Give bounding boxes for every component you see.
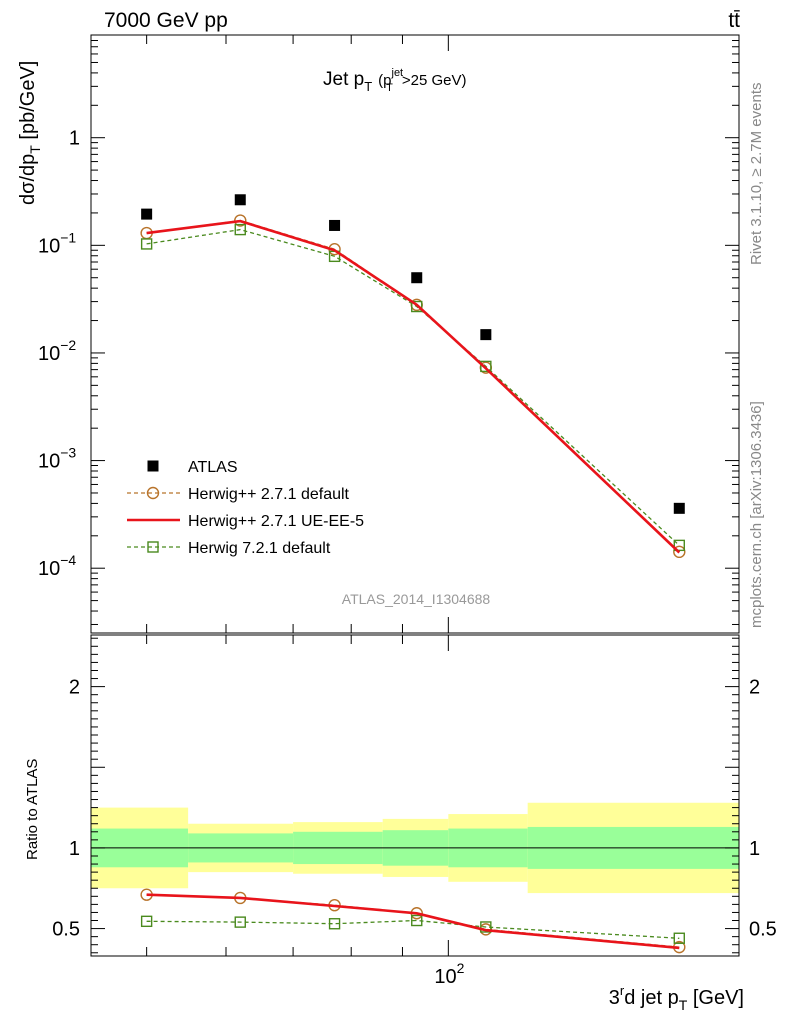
ratio-y-axis-label: Ratio to ATLAS — [24, 759, 41, 860]
legend-label-herwig-2-7-1-default: Herwig++ 2.7.1 default — [188, 486, 350, 503]
ratio-y-tick-label-right: 0.5 — [749, 919, 777, 941]
main-y-tick-label: 10−2 — [38, 337, 76, 365]
ratio-y-tick-label-left: 2 — [69, 677, 80, 699]
ratio-series-layer — [140, 888, 686, 954]
main-line-herwig-2-7-1-ue-ee-5 — [146, 219, 681, 554]
header-right-label: tt̄ — [728, 9, 740, 32]
main-point-herwig-2-7-1-default — [673, 545, 686, 559]
main-y-axis-label: dσ/dpT [pb/GeV] — [17, 61, 43, 205]
ratio-axis-ticks — [91, 635, 739, 956]
legend-marker-herwig-2-7-1-default — [146, 486, 160, 500]
analysis-watermark: ATLAS_2014_I1304688 — [342, 591, 491, 607]
ratio-point-herwig-7-2-1-default — [480, 921, 492, 933]
legend: ATLAS Herwig++ 2.7.1 default Herwig++ 2.7.… — [127, 459, 364, 557]
x-tick-labels: 102 — [434, 960, 464, 988]
ratio-y-tick-label-left: 0.5 — [52, 919, 80, 941]
main-point-herwig-7-2-1-default — [140, 238, 153, 250]
legend-label-atlas: ATLAS — [188, 459, 238, 476]
legend-marker-herwig-7-2-1-default — [147, 541, 159, 553]
x-axis-label: 3rd jet pT [GeV] — [609, 983, 744, 1013]
ratio-point-herwig-7-2-1-default — [673, 932, 685, 944]
x-tick-label: 102 — [434, 960, 464, 988]
legend-marker-atlas — [147, 460, 159, 472]
ratio-line-herwig-2-7-1-ue-ee-5 — [146, 893, 680, 950]
main-point-atlas — [673, 502, 685, 514]
main-point-atlas — [141, 208, 153, 220]
ratio-point-herwig-7-2-1-default — [328, 918, 341, 930]
mcplots-label: mcplots.cern.ch [arXiv:1306.3436] — [748, 401, 765, 628]
main-point-herwig-7-2-1-default — [480, 360, 492, 373]
ratio-y-tick-label-left: 1 — [69, 838, 80, 860]
main-point-atlas — [234, 194, 246, 206]
ratio-y-tick-label-right: 1 — [749, 838, 760, 860]
legend-label-herwig-7-2-1-default: Herwig 7.2.1 default — [188, 540, 331, 557]
main-plot-frame — [90, 34, 740, 634]
main-point-atlas — [480, 329, 492, 341]
main-point-herwig-7-2-1-default — [673, 539, 685, 552]
chart-title: Jet pT (pjet T >25 GeV) — [323, 67, 466, 94]
main-point-herwig-7-2-1-default — [411, 300, 423, 313]
main-point-herwig-7-2-1-default — [234, 223, 246, 236]
main-series-layer — [140, 194, 686, 559]
main-point-atlas — [411, 272, 423, 284]
main-point-atlas — [329, 219, 341, 231]
ratio-y-tick-labels: 0.5 0.5 1 1 2 2 — [52, 677, 777, 941]
main-y-tick-labels: 1 10−1 10−2 10−3 10−4 — [38, 128, 80, 581]
ratio-plot-frame — [90, 634, 740, 957]
ratio-point-herwig-7-2-1-default — [234, 916, 246, 928]
main-line-herwig-7-2-1-default — [146, 228, 680, 546]
ratio-point-herwig-7-2-1-default — [411, 914, 423, 927]
main-y-tick-label: 10−4 — [38, 552, 76, 580]
main-axis-ticks — [91, 34, 739, 633]
rivet-label: Rivet 3.1.10, ≥ 2.7M events — [748, 83, 765, 266]
main-y-tick-label: 10−1 — [38, 229, 76, 257]
legend-label-herwig-2-7-1-ue-ee-5: Herwig++ 2.7.1 UE-EE-5 — [188, 513, 364, 530]
ratio-y-tick-label-right: 2 — [749, 677, 760, 699]
main-y-tick-label: 10−3 — [38, 445, 76, 473]
ratio-point-herwig-7-2-1-default — [140, 915, 153, 928]
main-y-tick-label: 1 — [69, 128, 80, 150]
ratio-line-herwig-7-2-1-default — [146, 919, 680, 939]
header-left-label: 7000 GeV pp — [104, 9, 228, 32]
